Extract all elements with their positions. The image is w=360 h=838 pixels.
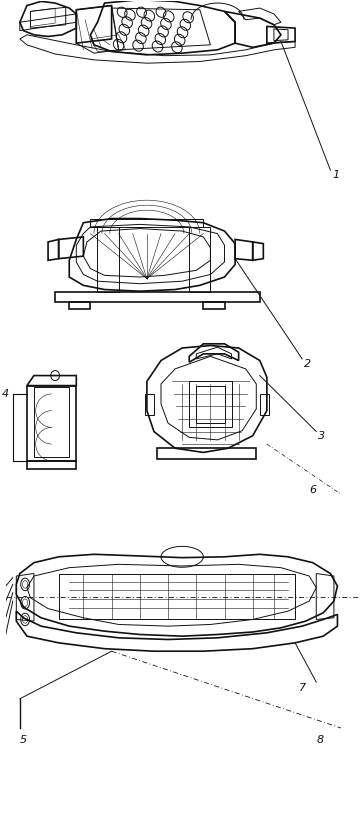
Text: 6: 6 xyxy=(309,485,316,495)
Text: 5: 5 xyxy=(20,735,27,745)
Text: 2: 2 xyxy=(304,359,311,369)
Text: 1: 1 xyxy=(332,170,339,180)
Text: 3: 3 xyxy=(318,431,325,441)
Text: 4: 4 xyxy=(2,389,9,399)
Text: 8: 8 xyxy=(316,735,323,745)
Text: 7: 7 xyxy=(299,683,306,693)
